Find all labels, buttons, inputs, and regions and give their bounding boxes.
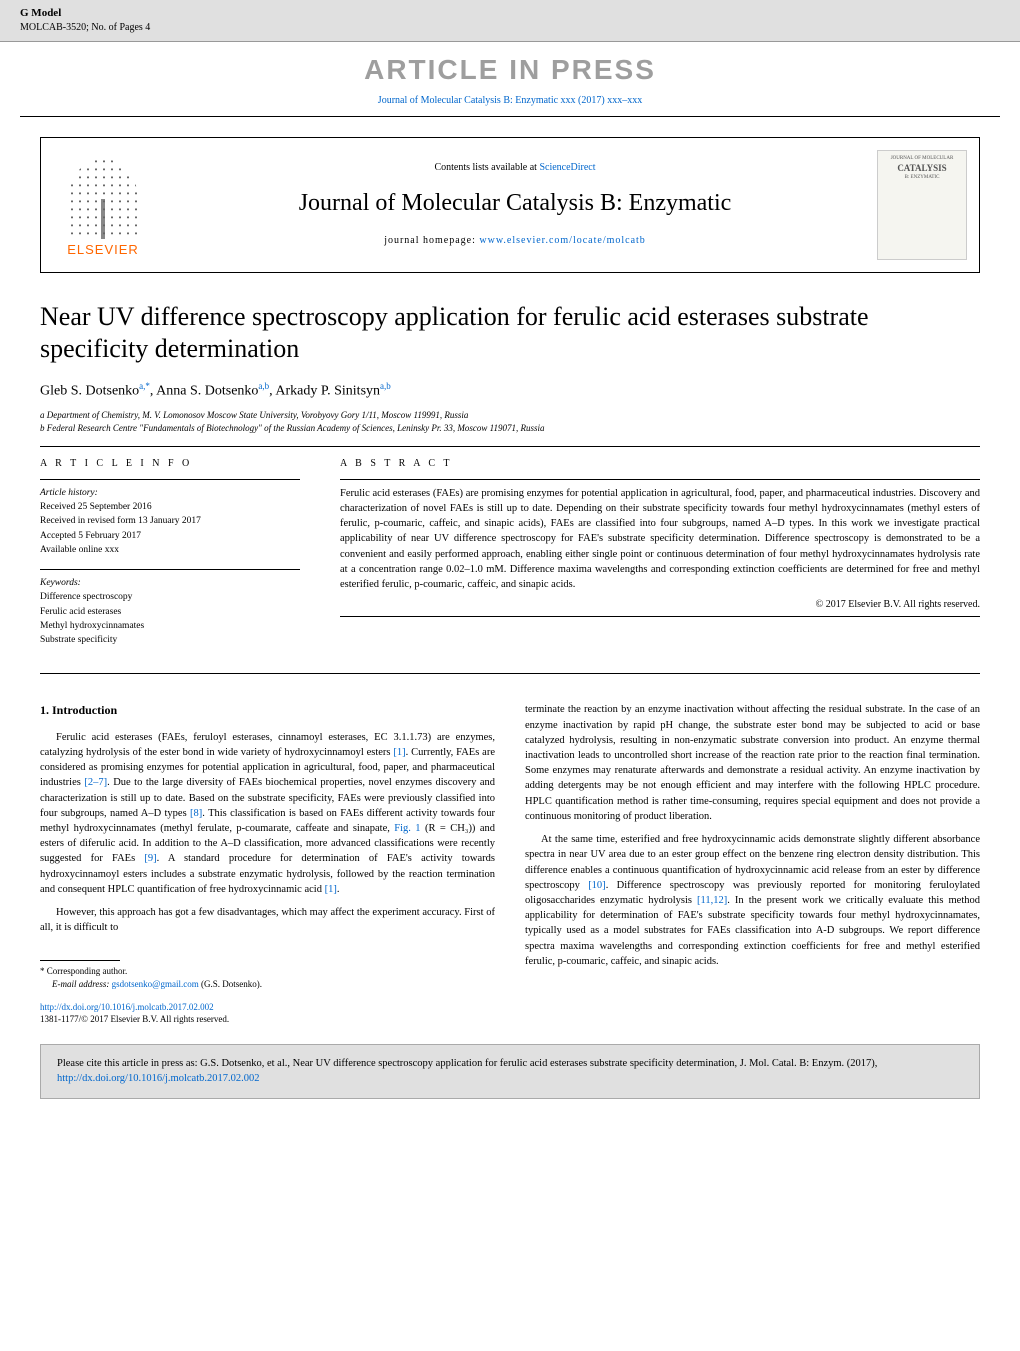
doi-block: http://dx.doi.org/10.1016/j.molcatb.2017… (40, 1001, 980, 1026)
article-in-press-banner: ARTICLE IN PRESS (0, 42, 1020, 93)
fig-1-link[interactable]: Fig. 1 (394, 823, 420, 834)
author-3-affil: a,b (380, 381, 391, 391)
revised-date: Received in revised form 13 January 2017 (40, 514, 300, 528)
citation-1b[interactable]: [1] (325, 884, 337, 895)
received-date: Received 25 September 2016 (40, 500, 300, 514)
elsevier-text: ELSEVIER (67, 241, 139, 259)
corresp-label: * Corresponding author. (40, 965, 495, 978)
abstract-rule-bottom (340, 616, 980, 617)
abstract-text: Ferulic acid esterases (FAEs) are promis… (340, 486, 980, 593)
thin-rule-top (40, 446, 980, 447)
left-column: 1. Introduction Ferulic acid esterases (… (40, 702, 495, 990)
intro-para-4: At the same time, esterified and free hy… (525, 832, 980, 969)
affiliations: a Department of Chemistry, M. V. Lomonos… (40, 409, 980, 436)
cite-box-text: Please cite this article in press as: G.… (57, 1058, 877, 1069)
citation-11-12[interactable]: [11,12] (697, 895, 727, 906)
cover-text: CATALYSIS (897, 162, 946, 175)
journal-header-box: ELSEVIER Contents lists available at Sci… (40, 137, 980, 273)
info-rule (40, 479, 300, 480)
keywords-block: Keywords: Difference spectroscopy Feruli… (40, 576, 300, 647)
journal-cover-thumbnail: JOURNAL OF MOLECULAR CATALYSIS B: ENZYMA… (877, 150, 967, 260)
article-info-column: A R T I C L E I N F O Article history: R… (40, 457, 300, 660)
affiliation-a: a Department of Chemistry, M. V. Lomonos… (40, 409, 980, 423)
article-info-heading: A R T I C L E I N F O (40, 457, 300, 471)
homepage-link[interactable]: www.elsevier.com/locate/molcatb (479, 235, 645, 246)
abstract-column: A B S T R A C T Ferulic acid esterases (… (340, 457, 980, 660)
author-3: , Arkady P. Sinitsyn (269, 383, 380, 398)
journal-reference-link[interactable]: Journal of Molecular Catalysis B: Enzyma… (0, 94, 1020, 116)
affiliation-b: b Federal Research Centre "Fundamentals … (40, 422, 980, 436)
intro-para-1: Ferulic acid esterases (FAEs, feruloyl e… (40, 730, 495, 897)
journal-center: Contents lists available at ScienceDirec… (169, 161, 861, 249)
abstract-rule (340, 479, 980, 480)
introduction-heading: 1. Introduction (40, 702, 495, 719)
abstract-heading: A B S T R A C T (340, 457, 980, 471)
right-column: terminate the reaction by an enzyme inac… (525, 702, 980, 990)
citation-1[interactable]: [1] (393, 747, 405, 758)
citation-8[interactable]: [8] (190, 808, 202, 819)
history-label: Article history: (40, 486, 300, 500)
doi-link[interactable]: http://dx.doi.org/10.1016/j.molcatb.2017… (40, 1001, 980, 1014)
cite-box-doi-link[interactable]: http://dx.doi.org/10.1016/j.molcatb.2017… (57, 1073, 260, 1084)
article-title: Near UV difference spectroscopy applicat… (40, 301, 980, 366)
authors-line: Gleb S. Dotsenkoa,*, Anna S. Dotsenkoa,b… (40, 380, 980, 401)
corresponding-author: * Corresponding author. E-mail address: … (40, 960, 495, 991)
body-columns: 1. Introduction Ferulic acid esterases (… (40, 702, 980, 990)
keyword-1: Difference spectroscopy (40, 590, 300, 604)
citation-2-7[interactable]: [2–7] (84, 777, 107, 788)
email-label: E-mail address: (52, 979, 112, 989)
thin-rule-bottom (40, 673, 980, 674)
keyword-4: Substrate specificity (40, 633, 300, 647)
corresp-email[interactable]: gsdotsenko@gmail.com (112, 979, 199, 989)
citation-9[interactable]: [9] (144, 853, 156, 864)
separator (20, 116, 1000, 117)
author-2: , Anna S. Dotsenko (150, 383, 259, 398)
intro-para-3: terminate the reaction by an enzyme inac… (525, 702, 980, 824)
contents-prefix: Contents lists available at (434, 162, 539, 173)
science-direct-link[interactable]: ScienceDirect (539, 162, 595, 173)
info-abstract-row: A R T I C L E I N F O Article history: R… (40, 457, 980, 660)
abstract-copyright: © 2017 Elsevier B.V. All rights reserved… (340, 598, 980, 612)
info-rule-2 (40, 569, 300, 570)
journal-title: Journal of Molecular Catalysis B: Enzyma… (169, 187, 861, 221)
article-history: Article history: Received 25 September 2… (40, 486, 300, 557)
online-date: Available online xxx (40, 543, 300, 557)
author-1: Gleb S. Dotsenko (40, 383, 139, 398)
model-id: MOLCAB-3520; No. of Pages 4 (20, 21, 1000, 35)
citation-box: Please cite this article in press as: G.… (40, 1044, 980, 1099)
g-model-label: G Model (20, 6, 1000, 21)
citation-10[interactable]: [10] (588, 880, 606, 891)
homepage-prefix: journal homepage: (384, 235, 479, 246)
homepage-line: journal homepage: www.elsevier.com/locat… (169, 234, 861, 248)
keyword-2: Ferulic acid esterases (40, 605, 300, 619)
keyword-3: Methyl hydroxycinnamates (40, 619, 300, 633)
contents-line: Contents lists available at ScienceDirec… (169, 161, 861, 175)
elsevier-logo: ELSEVIER (53, 150, 153, 260)
corresp-rule (40, 960, 120, 961)
author-2-affil: a,b (258, 381, 269, 391)
keywords-label: Keywords: (40, 576, 300, 590)
issn-copyright: 1381-1177/© 2017 Elsevier B.V. All right… (40, 1013, 980, 1026)
accepted-date: Accepted 5 February 2017 (40, 529, 300, 543)
author-1-affil: a,* (139, 381, 150, 391)
elsevier-tree-icon (68, 159, 138, 239)
p1g: . (337, 884, 340, 895)
page-header: G Model MOLCAB-3520; No. of Pages 4 (0, 0, 1020, 42)
email-suffix: (G.S. Dotsenko). (199, 979, 262, 989)
intro-para-2: However, this approach has got a few dis… (40, 905, 495, 935)
